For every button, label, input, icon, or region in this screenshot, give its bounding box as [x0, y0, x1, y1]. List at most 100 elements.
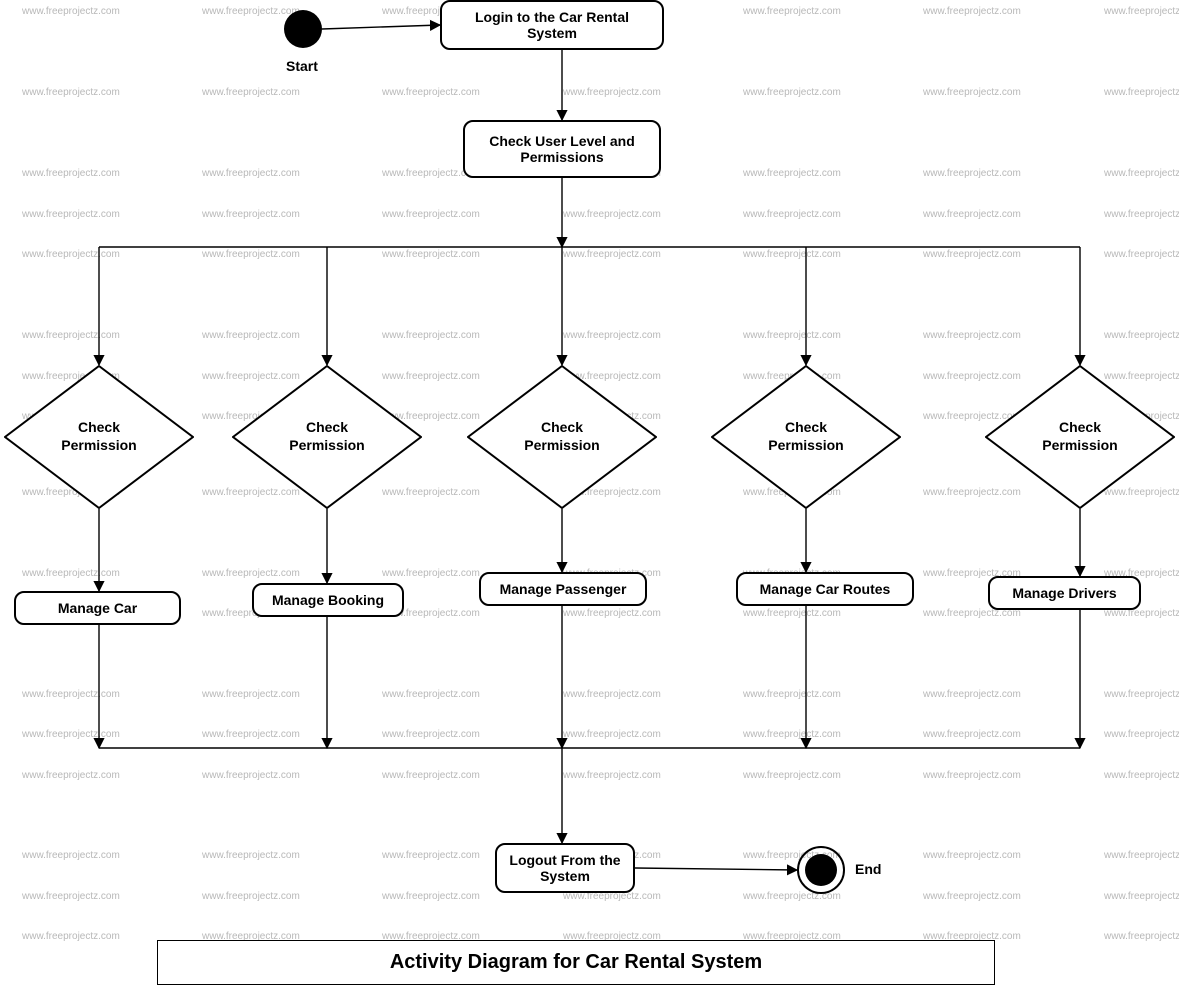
watermark: www.freeprojectz.com [202, 209, 300, 220]
watermark: www.freeprojectz.com [1104, 931, 1179, 942]
decision-4: CheckPermission [711, 365, 901, 509]
watermark: www.freeprojectz.com [22, 209, 120, 220]
watermark: www.freeprojectz.com [382, 689, 480, 700]
decision-1-label: CheckPermission [4, 419, 194, 454]
watermark: www.freeprojectz.com [1104, 689, 1179, 700]
manage-activity-1-label: Manage Car [58, 600, 137, 616]
end-label: End [855, 861, 881, 877]
manage-activity-5: Manage Drivers [988, 576, 1141, 610]
watermark: www.freeprojectz.com [202, 891, 300, 902]
watermark: www.freeprojectz.com [923, 770, 1021, 781]
watermark: www.freeprojectz.com [743, 249, 841, 260]
watermark: www.freeprojectz.com [1104, 770, 1179, 781]
watermark: www.freeprojectz.com [1104, 168, 1179, 179]
watermark: www.freeprojectz.com [1104, 729, 1179, 740]
watermark: www.freeprojectz.com [22, 168, 120, 179]
manage-activity-4: Manage Car Routes [736, 572, 914, 606]
watermark: www.freeprojectz.com [22, 850, 120, 861]
watermark: www.freeprojectz.com [1104, 891, 1179, 902]
watermark: www.freeprojectz.com [743, 729, 841, 740]
decision-1: CheckPermission [4, 365, 194, 509]
watermark: www.freeprojectz.com [382, 850, 480, 861]
watermark: www.freeprojectz.com [563, 729, 661, 740]
watermark: www.freeprojectz.com [563, 87, 661, 98]
watermark: www.freeprojectz.com [743, 209, 841, 220]
manage-activity-1: Manage Car [14, 591, 181, 625]
watermark: www.freeprojectz.com [382, 249, 480, 260]
watermark: www.freeprojectz.com [22, 6, 120, 17]
diagram-title: Activity Diagram for Car Rental System [157, 940, 995, 985]
logout-text: Logout From the System [505, 852, 625, 884]
watermark: www.freeprojectz.com [743, 168, 841, 179]
watermark: www.freeprojectz.com [382, 87, 480, 98]
watermark: www.freeprojectz.com [202, 770, 300, 781]
watermark: www.freeprojectz.com [382, 770, 480, 781]
title-text: Activity Diagram for Car Rental System [390, 951, 762, 973]
watermark: www.freeprojectz.com [202, 568, 300, 579]
watermark: www.freeprojectz.com [563, 770, 661, 781]
decision-5-label: CheckPermission [985, 419, 1175, 454]
decision-4-label: CheckPermission [711, 419, 901, 454]
watermark: www.freeprojectz.com [743, 608, 841, 619]
watermark: www.freeprojectz.com [923, 6, 1021, 17]
watermark: www.freeprojectz.com [923, 249, 1021, 260]
watermark: www.freeprojectz.com [1104, 6, 1179, 17]
watermark: www.freeprojectz.com [22, 568, 120, 579]
manage-activity-3: Manage Passenger [479, 572, 647, 606]
watermark: www.freeprojectz.com [202, 330, 300, 341]
watermark: www.freeprojectz.com [1104, 87, 1179, 98]
watermark: www.freeprojectz.com [923, 209, 1021, 220]
watermark: www.freeprojectz.com [22, 931, 120, 942]
decision-5: CheckPermission [985, 365, 1175, 509]
check-text: Check User Level and Permissions [473, 133, 651, 165]
logout-activity: Logout From the System [495, 843, 635, 893]
decision-3-label: CheckPermission [467, 419, 657, 454]
watermark: www.freeprojectz.com [382, 729, 480, 740]
watermark: www.freeprojectz.com [923, 891, 1021, 902]
watermark: www.freeprojectz.com [382, 568, 480, 579]
watermark: www.freeprojectz.com [22, 891, 120, 902]
watermark: www.freeprojectz.com [923, 87, 1021, 98]
decision-3: CheckPermission [467, 365, 657, 509]
watermark: www.freeprojectz.com [382, 209, 480, 220]
start-node [284, 10, 322, 48]
login-activity: Login to the Car Rental System [440, 0, 664, 50]
watermark: www.freeprojectz.com [563, 209, 661, 220]
decision-2-label: CheckPermission [232, 419, 422, 454]
login-text: Login to the Car Rental System [450, 9, 654, 41]
watermark: www.freeprojectz.com [923, 689, 1021, 700]
watermark: www.freeprojectz.com [923, 168, 1021, 179]
watermark: www.freeprojectz.com [382, 330, 480, 341]
watermark: www.freeprojectz.com [22, 87, 120, 98]
watermark: www.freeprojectz.com [202, 168, 300, 179]
watermark: www.freeprojectz.com [202, 6, 300, 17]
watermark: www.freeprojectz.com [1104, 249, 1179, 260]
watermark: www.freeprojectz.com [923, 330, 1021, 341]
watermark: www.freeprojectz.com [743, 689, 841, 700]
watermark: www.freeprojectz.com [382, 891, 480, 902]
manage-activity-2: Manage Booking [252, 583, 404, 617]
watermark: www.freeprojectz.com [563, 330, 661, 341]
watermark: www.freeprojectz.com [923, 850, 1021, 861]
watermark: www.freeprojectz.com [563, 249, 661, 260]
watermark: www.freeprojectz.com [202, 850, 300, 861]
check-permissions-activity: Check User Level and Permissions [463, 120, 661, 178]
watermark: www.freeprojectz.com [1104, 330, 1179, 341]
watermark: www.freeprojectz.com [1104, 209, 1179, 220]
watermark: www.freeprojectz.com [22, 249, 120, 260]
watermark: www.freeprojectz.com [202, 729, 300, 740]
watermark: www.freeprojectz.com [22, 330, 120, 341]
manage-activity-2-label: Manage Booking [272, 592, 384, 608]
watermark: www.freeprojectz.com [743, 6, 841, 17]
manage-activity-5-label: Manage Drivers [1012, 585, 1116, 601]
manage-activity-4-label: Manage Car Routes [760, 581, 891, 597]
decision-2: CheckPermission [232, 365, 422, 509]
watermark: www.freeprojectz.com [202, 87, 300, 98]
watermark: www.freeprojectz.com [22, 689, 120, 700]
manage-activity-3-label: Manage Passenger [500, 581, 627, 597]
watermark: www.freeprojectz.com [22, 729, 120, 740]
watermark: www.freeprojectz.com [923, 729, 1021, 740]
watermark: www.freeprojectz.com [22, 770, 120, 781]
watermark: www.freeprojectz.com [563, 608, 661, 619]
watermark: www.freeprojectz.com [743, 330, 841, 341]
